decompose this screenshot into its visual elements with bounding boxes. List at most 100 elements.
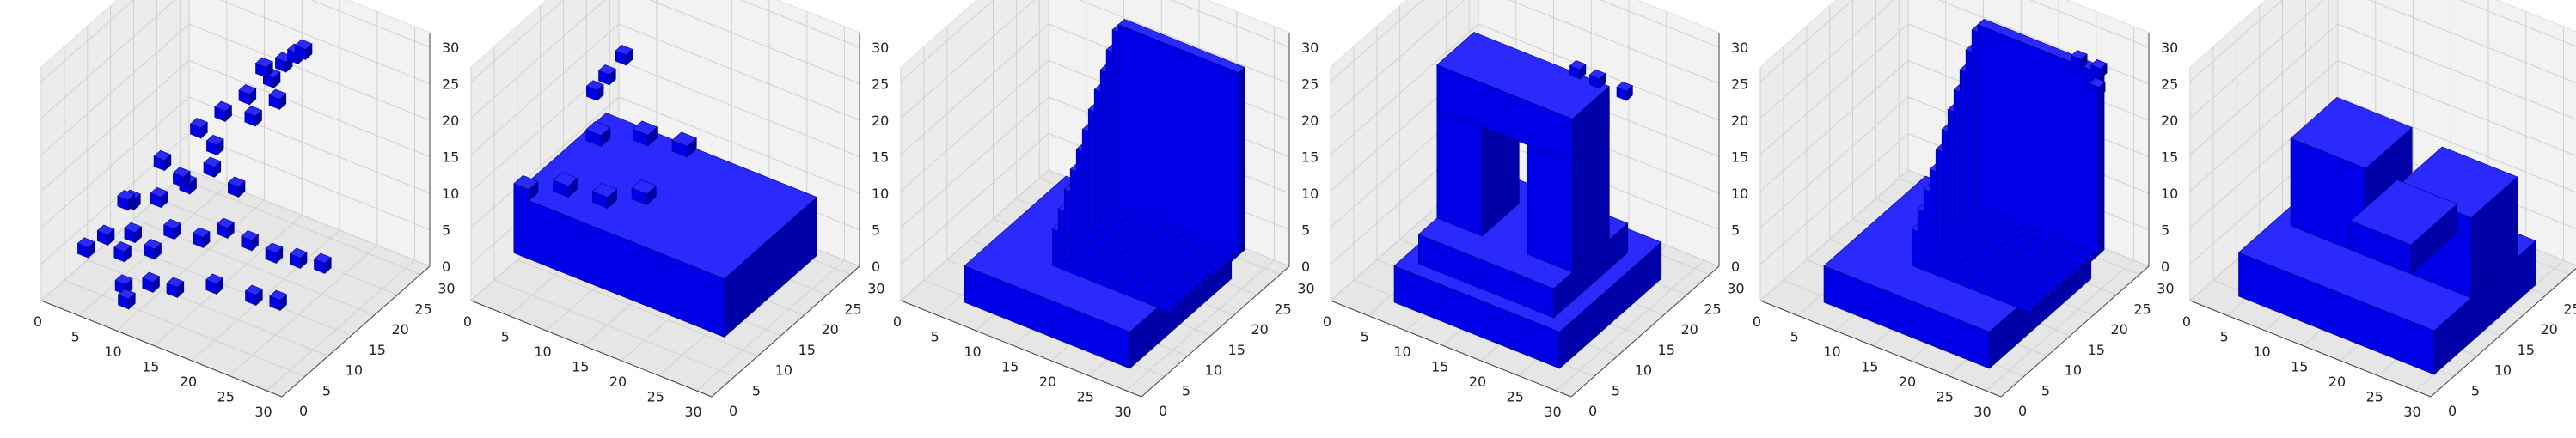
z-tick-label: 25 [442,76,459,93]
x-axis-line [2189,300,2432,398]
voxel-face [214,100,233,112]
gridline-z [900,0,1290,119]
voxel-face [203,156,222,167]
z-tick-label: 5 [1731,222,1740,239]
x-tick-label: 10 [2253,344,2270,360]
x-tick-label: 25 [217,389,235,405]
voxel-face [76,237,95,248]
voxel-face [142,271,161,283]
voxel-face [552,171,578,187]
voxel-face [513,113,817,279]
voxel-face [244,106,263,117]
x-tick-label: 25 [1077,389,1094,405]
gridline-z [40,59,431,192]
y-tick-label: 20 [1681,321,1698,338]
z-tick-label: 20 [442,113,459,129]
z-tick-label: 30 [872,40,889,56]
x-tick-label: 20 [609,374,627,390]
y-tick-label: 30 [1297,281,1314,297]
gridline-z [470,0,860,82]
x-tick-label: 5 [501,329,510,345]
z-tick-label: 10 [1731,186,1748,202]
z-tick-label: 30 [1731,40,1748,56]
y-tick-label: 0 [729,403,737,419]
x-tick-label: 0 [2182,313,2191,330]
voxel-face [265,242,284,253]
y-tick-label: 0 [2018,403,2027,419]
x-tick-label: 10 [964,344,981,360]
z-tick-label: 15 [442,149,459,166]
gridline-z [2189,23,2576,155]
gridline-z [40,23,431,155]
voxel-face [238,84,257,95]
gridline-z [40,96,431,228]
x-axis-line [1330,300,1572,398]
x-tick-label: 30 [684,404,701,420]
voxel-face [96,224,115,235]
voxel-face [1117,19,1245,73]
gridline-z [40,0,431,119]
y-tick-label: 25 [1274,301,1291,317]
x-tick-label: 5 [931,329,939,345]
x-axis-line [900,300,1142,398]
gridline-z [1759,0,2150,119]
y-tick-label: 30 [867,281,884,297]
y-tick-label: 15 [2518,342,2535,358]
y-tick-label: 0 [1159,403,1167,419]
voxel-face [192,227,211,238]
z-tick-label: 0 [1731,259,1740,275]
voxel-face [153,149,172,161]
voxel-face [189,118,208,129]
voxel-face [144,239,162,250]
y-tick-label: 25 [2133,301,2151,317]
x-tick-label: 15 [1431,359,1448,375]
voxel-face [631,179,657,195]
gridline-z [1759,0,2150,82]
x-tick-label: 0 [463,313,472,330]
voxel-face [163,218,181,230]
x-tick-label: 20 [1899,374,1916,390]
x-tick-label: 20 [2328,374,2346,390]
voxel-face [313,252,332,264]
z-tick-label: 25 [872,76,889,93]
z-tick-label: 15 [872,149,889,166]
z-tick-label: 25 [2161,76,2178,93]
x-tick-label: 0 [1753,313,1761,330]
x-tick-label: 15 [572,359,589,375]
voxel-face [172,167,191,178]
x-tick-label: 25 [647,389,664,405]
voxel-face [254,57,273,68]
gridline-z [2189,0,2576,82]
voxel-face [294,39,313,50]
voxel-face [117,289,136,300]
y-tick-label: 10 [775,362,792,379]
voxel-face [205,273,224,284]
z-tick-label: 20 [1731,113,1748,129]
z-tick-label: 20 [872,113,889,129]
y-tick-label: 20 [1251,321,1269,338]
x-tick-label: 15 [2291,359,2308,375]
voxel-face [124,222,143,234]
voxel-face [150,186,168,198]
x-tick-label: 0 [1323,313,1331,330]
x-tick-label: 20 [180,374,197,390]
y-tick-label: 5 [1182,382,1190,398]
x-axis-line [470,300,713,398]
y-tick-label: 15 [2088,342,2105,358]
voxel-face [597,64,616,76]
y-tick-label: 25 [414,301,431,317]
y-tick-label: 5 [752,382,761,398]
voxel-face [1238,66,1245,256]
z-tick-label: 30 [442,40,459,56]
x-tick-label: 15 [1001,359,1019,375]
x-tick-label: 30 [254,404,272,420]
gridline-z [40,132,431,265]
gridline-z [1330,0,1720,82]
voxel-face [2290,97,2413,169]
voxel-face [216,217,235,228]
z-tick-label: 10 [2161,186,2178,202]
